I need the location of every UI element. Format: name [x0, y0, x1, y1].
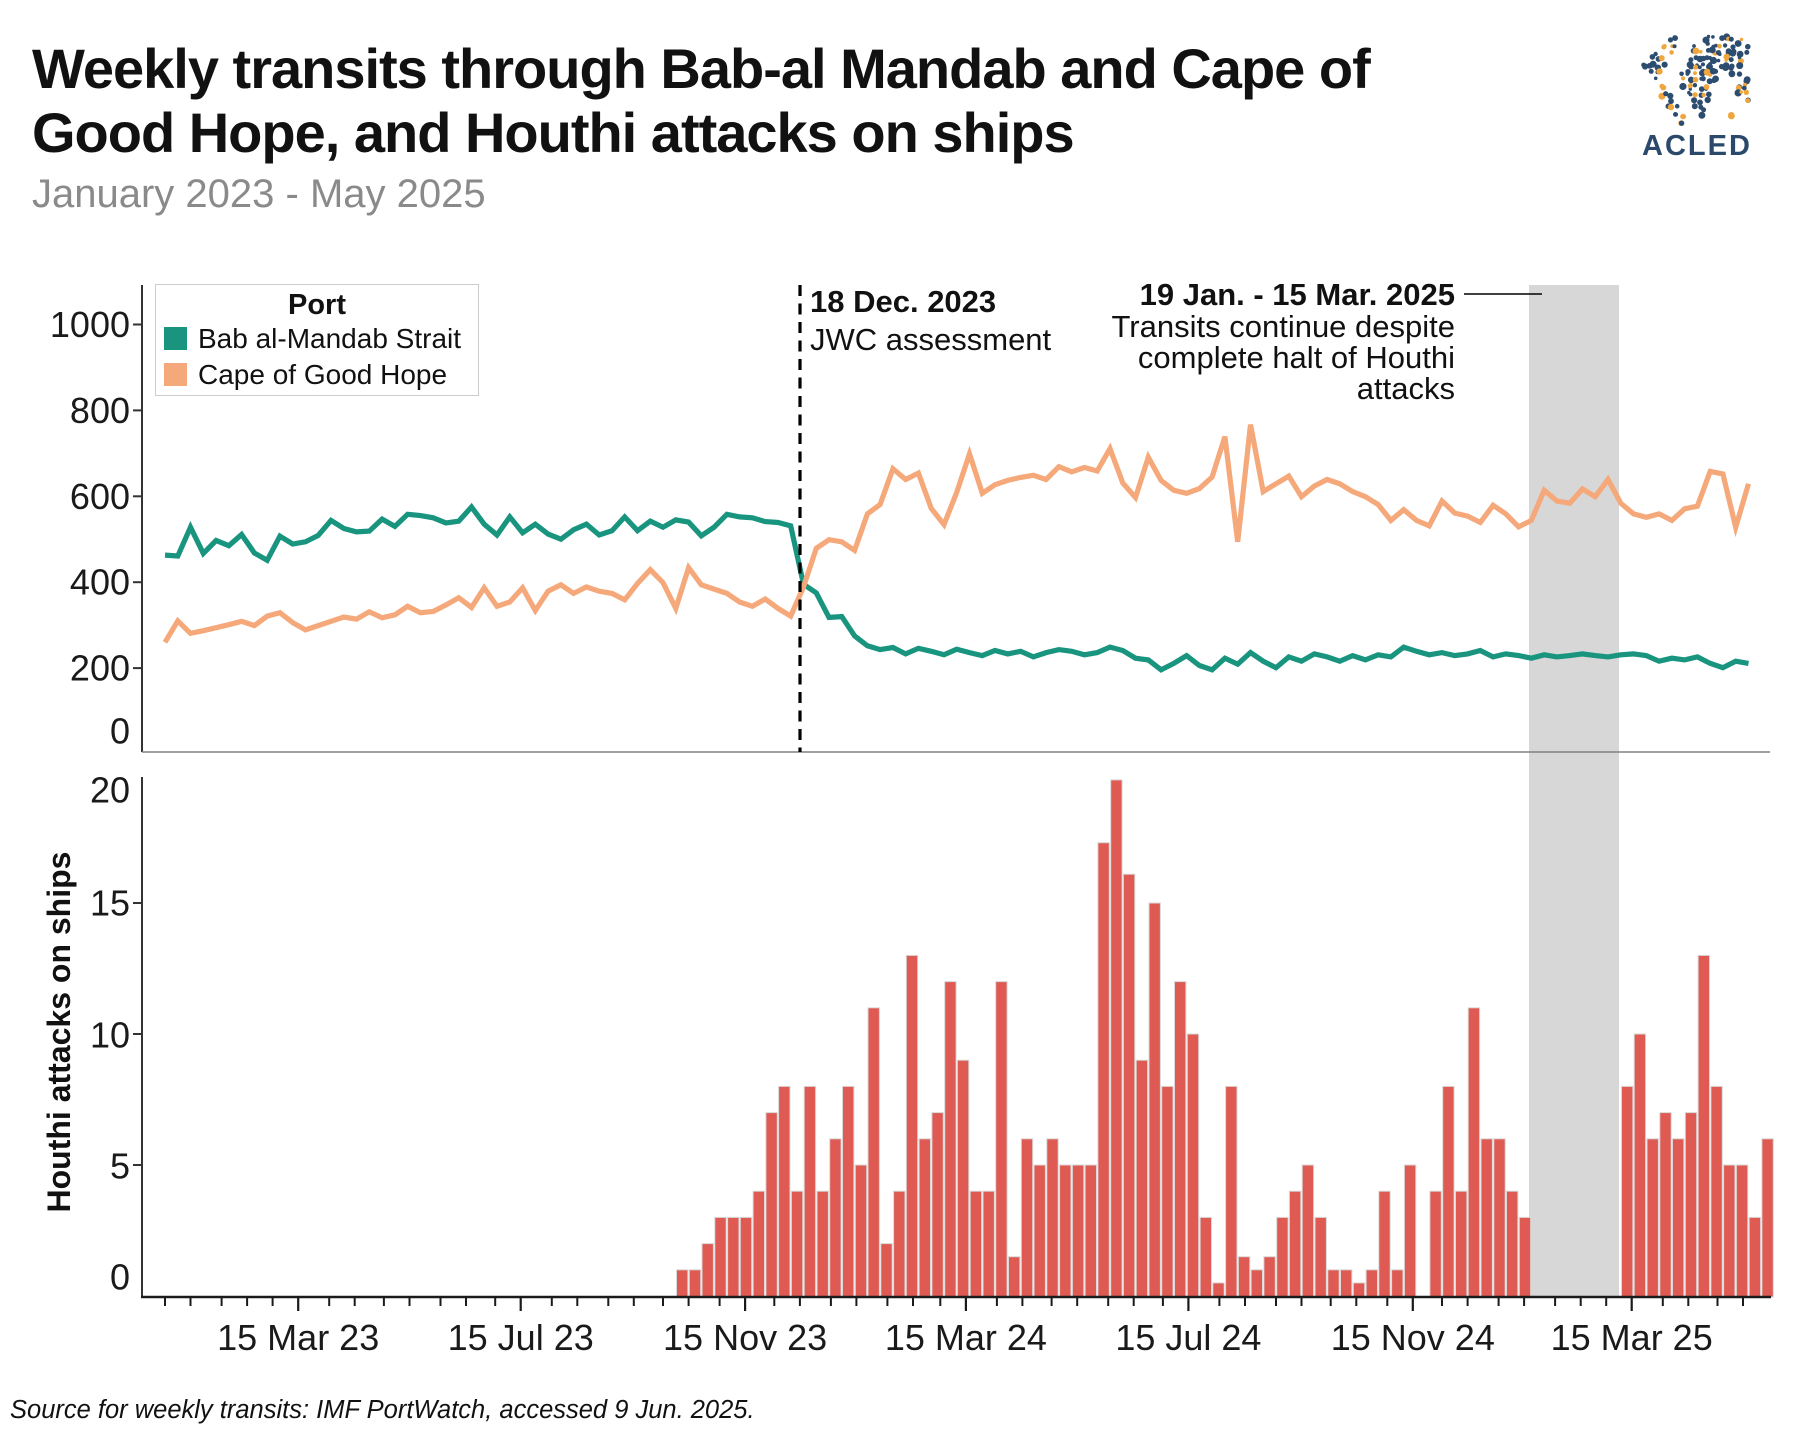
svg-text:Source for weekly transits: IM: Source for weekly transits: IMF PortWatc…	[10, 1396, 755, 1424]
svg-text:800: 800	[70, 390, 130, 431]
svg-text:Weekly transits through Bab-al: Weekly transits through Bab-al Mandab an…	[32, 37, 1371, 100]
svg-text:15 Jul 23: 15 Jul 23	[448, 1317, 594, 1358]
svg-text:400: 400	[70, 562, 130, 603]
svg-text:0: 0	[110, 711, 130, 752]
svg-text:600: 600	[70, 476, 130, 517]
svg-text:15 Jul 24: 15 Jul 24	[1115, 1317, 1261, 1358]
svg-text:20: 20	[90, 770, 130, 811]
svg-text:19 Jan. - 15 Mar. 2025: 19 Jan. - 15 Mar. 2025	[1140, 277, 1455, 312]
svg-text:15 Nov 23: 15 Nov 23	[663, 1317, 827, 1358]
svg-text:attacks: attacks	[1357, 371, 1455, 406]
svg-text:Port: Port	[288, 289, 346, 321]
svg-text:Houthi attacks on ships: Houthi attacks on ships	[41, 852, 77, 1213]
svg-text:5: 5	[110, 1146, 130, 1187]
svg-text:complete halt of Houthi: complete halt of Houthi	[1138, 340, 1455, 375]
svg-text:15 Mar 25: 15 Mar 25	[1551, 1317, 1713, 1358]
svg-text:Bab al-Mandab Strait: Bab al-Mandab Strait	[198, 323, 461, 354]
svg-text:10: 10	[90, 1015, 130, 1056]
svg-text:0: 0	[110, 1257, 130, 1298]
svg-text:JWC assessment: JWC assessment	[810, 322, 1052, 357]
svg-text:1000: 1000	[50, 304, 130, 345]
svg-text:Transits continue despite: Transits continue despite	[1112, 309, 1455, 344]
svg-text:ACLED: ACLED	[1642, 130, 1752, 162]
svg-text:15: 15	[90, 883, 130, 924]
svg-text:18 Dec. 2023: 18 Dec. 2023	[810, 284, 996, 319]
svg-text:15 Mar 24: 15 Mar 24	[885, 1317, 1047, 1358]
svg-text:15 Mar 23: 15 Mar 23	[217, 1317, 379, 1358]
svg-text:Good Hope, and Houthi attacks: Good Hope, and Houthi attacks on ships	[32, 101, 1074, 164]
svg-text:January 2023 - May 2025: January 2023 - May 2025	[32, 172, 486, 216]
svg-text:200: 200	[70, 648, 130, 689]
svg-text:15 Nov 24: 15 Nov 24	[1331, 1317, 1495, 1358]
svg-text:Cape of Good Hope: Cape of Good Hope	[198, 359, 447, 390]
